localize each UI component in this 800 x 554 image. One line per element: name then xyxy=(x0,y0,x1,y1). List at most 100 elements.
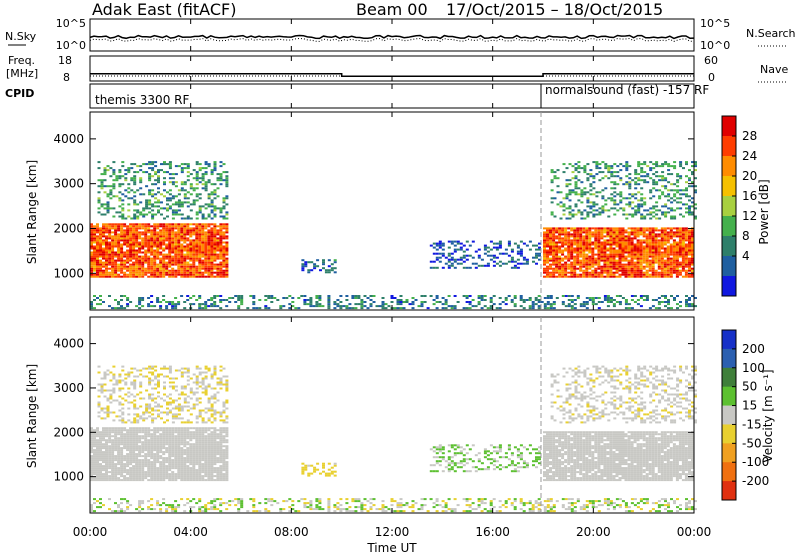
power-cell xyxy=(180,181,184,184)
power-cell xyxy=(228,301,232,303)
power-cell xyxy=(600,259,604,262)
power-cell xyxy=(654,253,658,256)
power-cell xyxy=(639,297,643,299)
power-cell xyxy=(609,273,613,276)
power-cell xyxy=(612,247,616,250)
power-cell xyxy=(192,295,196,297)
power-cell xyxy=(598,171,602,174)
frequency-line xyxy=(90,72,694,77)
power-cell xyxy=(174,243,178,246)
power-cell xyxy=(681,245,685,248)
velocity-cell xyxy=(147,453,151,456)
power-cell xyxy=(664,195,668,198)
power-cell xyxy=(310,269,314,272)
power-cell xyxy=(597,227,601,230)
power-cell xyxy=(609,265,613,268)
power-cell xyxy=(516,246,520,249)
velocity-cell xyxy=(96,447,99,450)
power-cell xyxy=(159,305,163,308)
power-cell xyxy=(573,249,577,252)
power-cell xyxy=(162,233,166,236)
velocity-cell xyxy=(93,471,96,474)
power-cell xyxy=(225,203,229,206)
power-cell xyxy=(670,183,674,186)
power-cell xyxy=(678,233,682,236)
power-cell xyxy=(600,255,604,258)
power-cell xyxy=(468,295,472,297)
power-cell xyxy=(618,259,622,262)
power-cell xyxy=(630,231,634,234)
power-cell xyxy=(93,275,96,278)
velocity-cell xyxy=(210,427,214,430)
power-cell xyxy=(264,295,268,297)
power-cell xyxy=(643,175,647,178)
power-cell xyxy=(688,179,691,182)
power-cell xyxy=(186,249,190,252)
power-cell xyxy=(123,241,127,244)
velocity-cell xyxy=(108,449,112,452)
power-cell xyxy=(120,239,124,242)
power-cell xyxy=(237,305,241,308)
power-cell xyxy=(171,173,175,176)
power-cell xyxy=(114,253,118,256)
power-cell xyxy=(552,267,556,270)
power-cell xyxy=(121,203,125,206)
power-cell xyxy=(600,247,604,250)
power-cell xyxy=(684,253,688,256)
velocity-cell xyxy=(165,469,169,472)
velocity-cell xyxy=(177,465,181,468)
velocity-cell xyxy=(159,463,163,466)
power-cell xyxy=(633,301,637,303)
power-cell xyxy=(207,243,211,246)
power-cell xyxy=(195,213,199,216)
velocity-cell xyxy=(102,447,105,450)
power-cell xyxy=(447,254,451,257)
power-cell xyxy=(213,265,217,268)
power-cell xyxy=(204,269,208,272)
power-cell xyxy=(582,231,586,234)
velocity-cell xyxy=(186,451,190,454)
power-cell xyxy=(108,249,112,252)
power-cell xyxy=(609,245,613,248)
power-cell xyxy=(555,257,559,260)
power-cell xyxy=(658,175,662,178)
power-cell xyxy=(97,191,101,194)
power-cell xyxy=(117,247,121,250)
velocity-cell xyxy=(147,461,151,464)
power-cell xyxy=(148,211,152,214)
power-cell xyxy=(126,305,130,308)
power-cell xyxy=(667,193,671,196)
power-cell xyxy=(132,263,136,266)
power-cell xyxy=(483,246,487,249)
power-cell xyxy=(198,241,202,244)
power-cell xyxy=(207,255,211,258)
power-cell xyxy=(624,265,628,268)
power-cell xyxy=(634,187,638,190)
power-cell xyxy=(165,265,169,268)
velocity-cell xyxy=(210,433,214,436)
velocity-cell xyxy=(210,463,214,466)
power-cell xyxy=(301,265,305,268)
power-cell xyxy=(666,239,670,242)
power-cell xyxy=(622,165,626,168)
velocity-cell xyxy=(180,447,184,450)
power-cell xyxy=(603,267,607,270)
power-cell xyxy=(639,273,643,276)
power-cell xyxy=(552,227,556,230)
power-cell xyxy=(543,259,546,262)
power-cell xyxy=(592,209,596,212)
power-cell xyxy=(477,295,481,297)
power-cell xyxy=(444,307,448,310)
velocity-cell xyxy=(102,451,105,454)
power-cell xyxy=(586,213,590,216)
power-cell xyxy=(109,175,113,178)
velocity-cell xyxy=(186,479,190,482)
power-cell xyxy=(645,251,649,254)
power-cell xyxy=(162,299,166,301)
velocity-cell xyxy=(111,471,115,474)
power-cell xyxy=(573,303,577,306)
power-cell xyxy=(213,167,217,170)
power-cell xyxy=(132,261,136,264)
power-cell xyxy=(672,271,676,274)
power-cell xyxy=(570,263,574,266)
